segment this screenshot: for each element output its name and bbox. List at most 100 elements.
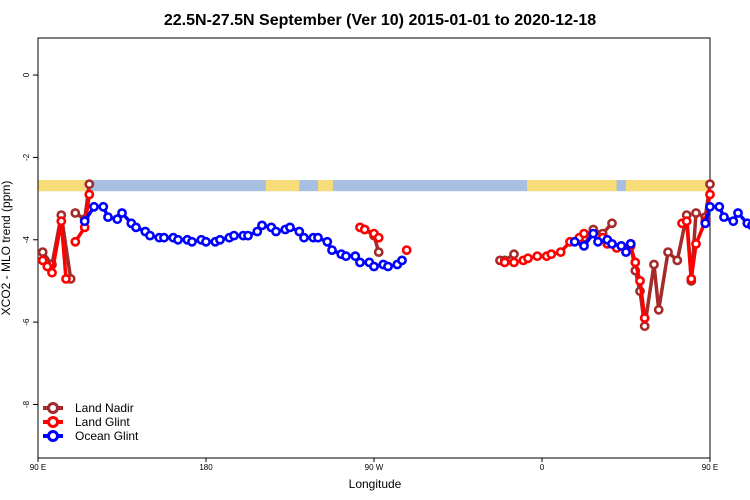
map-land-span [38,180,87,192]
data-point-ocean-glint [397,255,407,266]
data-point-land-nadir [663,247,673,257]
data-point-land-glint [555,247,566,257]
data-point-ocean-glint [593,236,603,247]
data-point-land-nadir [649,259,659,270]
y-axis: 0 -2 -4 -6 -8 [22,72,38,408]
data-point-ocean-glint [719,212,729,222]
data-point-land-glint [56,216,67,227]
data-point-ocean-glint [705,201,715,212]
data-point-ocean-glint [229,230,239,241]
data-point-land-nadir [607,218,617,229]
data-point-ocean-glint [173,234,183,245]
y-tick-label: -2 [22,153,31,161]
y-tick-label: -6 [22,318,31,326]
data-point-ocean-glint [616,240,627,251]
data-point-ocean-glint [383,261,393,272]
data-point-land-glint [639,313,650,323]
data-point-ocean-glint [145,230,155,241]
data-point-ocean-glint [215,234,225,245]
x-tick-label: 180 [199,463,213,472]
data-point-land-nadir [373,247,384,257]
data-point-ocean-glint [159,232,169,243]
data-point-ocean-glint [243,230,253,241]
data-point-land-nadir [705,179,715,190]
x-tick-label: 90 E [30,463,46,472]
data-point-ocean-glint [588,228,599,239]
y-tick-label: -4 [22,236,31,244]
data-point-land-nadir [672,255,683,266]
data-point-land-glint [359,224,370,235]
map-ocean-band [38,180,710,192]
chart-title: 22.5N-27.5N September (Ver 10) 2015-01-0… [164,12,596,29]
data-point-land-glint [70,236,81,247]
data-point-ocean-glint [621,247,631,257]
data-point-land-glint [499,257,510,268]
legend-item-land-nadir: Land Nadir [43,401,134,415]
data-point-land-nadir [691,208,701,218]
x-tick-label: 90 W [365,463,384,472]
data-point-ocean-glint [294,226,305,237]
data-point-land-glint [635,275,645,286]
data-point-land-glint [579,228,589,239]
legend-item-land-glint: Land Glint [43,415,130,429]
data-point-land-glint [401,245,412,255]
data-point-land-glint [630,257,641,268]
data-point-land-nadir [37,247,48,257]
data-point-ocean-glint [299,232,309,243]
x-axis-title: Longitude [349,477,402,491]
data-point-ocean-glint [607,238,617,249]
data-point-ocean-glint [285,222,295,233]
data-point-ocean-glint [252,226,263,237]
data-point-ocean-glint [327,245,337,255]
data-point-land-nadir [653,304,664,315]
data-point-land-nadir [70,208,81,218]
y-tick-label: 0 [22,72,31,77]
data-point-ocean-glint [728,216,739,227]
data-point-land-nadir [509,249,519,260]
data-point-land-glint [373,232,384,243]
data-point-land-glint [61,273,71,284]
y-tick-label: -8 [22,400,31,408]
legend-label-land-glint: Land Glint [75,415,130,429]
series-ocean-glint [79,201,750,272]
data-point-ocean-glint [112,214,123,225]
data-point-ocean-glint [271,226,281,237]
data-point-land-glint [681,216,692,227]
data-point-land-glint [523,253,533,264]
x-tick-label: 0 [540,463,545,472]
data-point-land-glint [705,189,715,200]
map-land-span [626,180,710,192]
data-point-land-glint [42,261,53,272]
data-point-land-glint [509,257,519,268]
data-point-ocean-glint [322,236,333,247]
data-point-land-glint [691,238,701,249]
data-point-ocean-glint [625,238,636,249]
data-point-land-glint [84,189,95,200]
data-point-ocean-glint [131,222,141,233]
data-point-ocean-glint [103,212,113,222]
data-point-ocean-glint [341,251,351,262]
data-point-ocean-glint [201,236,211,247]
data-point-ocean-glint [714,201,725,212]
data-point-ocean-glint [700,218,711,229]
data-point-ocean-glint [369,261,379,272]
data-point-ocean-glint [355,257,365,268]
map-strip [38,180,710,192]
data-point-land-nadir [639,321,650,332]
data-point-land-glint [47,267,57,278]
data-point-ocean-glint [313,232,323,243]
data-point-land-glint [37,255,48,266]
data-point-ocean-glint [187,236,197,247]
legend-item-ocean-glint: Ocean Glint [43,429,139,443]
data-point-ocean-glint [350,251,361,262]
data-point-ocean-glint [569,236,580,247]
data-point-ocean-glint [117,208,127,218]
series-layer [37,179,750,332]
data-point-ocean-glint [579,240,589,251]
legend-label-ocean-glint: Ocean Glint [75,429,139,443]
data-point-ocean-glint [257,220,267,231]
data-point-land-glint [546,249,557,260]
data-point-ocean-glint [89,201,99,212]
map-land-span [318,180,333,192]
